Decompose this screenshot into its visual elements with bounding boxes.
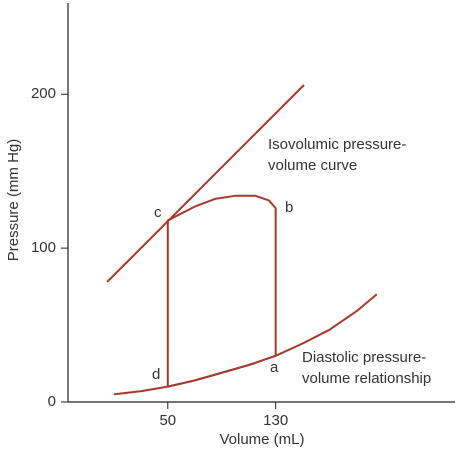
annotation: Isovolumic pressure- bbox=[268, 136, 406, 153]
annotation: d bbox=[152, 366, 160, 383]
x-tick-label: 50 bbox=[159, 412, 176, 429]
annotation: Diastolic pressure- bbox=[302, 349, 426, 366]
x-axis-label: Volume (mL) bbox=[219, 431, 304, 448]
annotation: volume curve bbox=[268, 157, 357, 174]
annotation: b bbox=[285, 199, 293, 216]
curve bbox=[106, 84, 305, 283]
annotation: c bbox=[154, 204, 162, 221]
y-tick-label: 100 bbox=[31, 239, 56, 256]
annotation: a bbox=[270, 359, 279, 376]
curve bbox=[166, 194, 277, 388]
y-axis-label: Pressure (mm Hg) bbox=[5, 139, 22, 262]
y-tick-label: 0 bbox=[48, 393, 56, 410]
y-tick-label: 200 bbox=[31, 85, 56, 102]
annotation: volume relationship bbox=[302, 370, 431, 387]
x-tick-label: 130 bbox=[263, 412, 288, 429]
